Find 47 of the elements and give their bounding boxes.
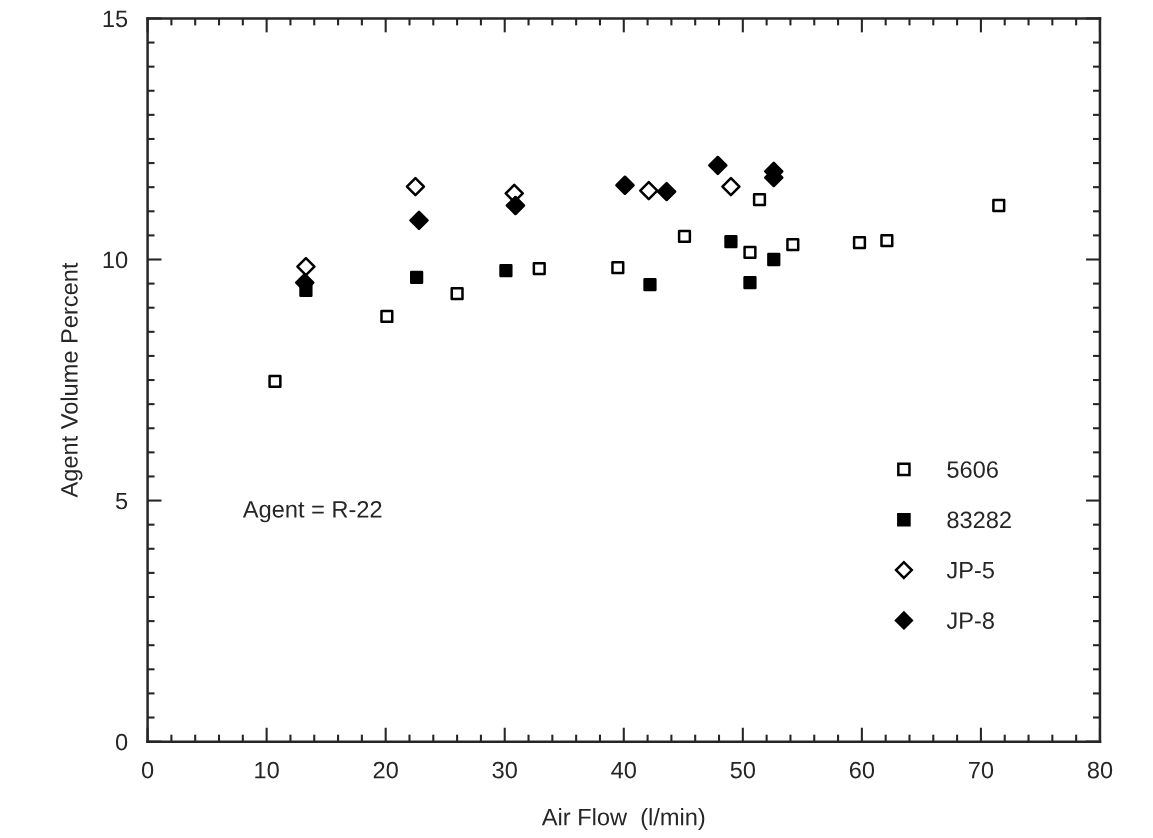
- x-tick-label: 80: [1087, 761, 1113, 779]
- point: [380, 309, 394, 324]
- point: [499, 263, 513, 278]
- x-tick-label: 50: [730, 761, 756, 779]
- point: [743, 276, 757, 290]
- x-tick-label: 40: [611, 761, 636, 779]
- point: [724, 235, 738, 249]
- point: [296, 256, 316, 277]
- point: [268, 374, 282, 389]
- point: [767, 252, 781, 267]
- x-tick-label: 0: [141, 761, 154, 779]
- y-tick-label: 5: [115, 492, 128, 510]
- point: [611, 261, 625, 275]
- x-tick-label: 60: [849, 761, 875, 779]
- x-tick-label: 30: [492, 761, 517, 779]
- point: [852, 236, 867, 250]
- point: [743, 245, 757, 259]
- point: [752, 193, 767, 207]
- legend-label: JP-8: [946, 612, 994, 629]
- legend-label: 83282: [947, 511, 1011, 529]
- y-tick-label: 10: [103, 251, 128, 269]
- point: [786, 237, 800, 252]
- point: [721, 176, 741, 197]
- point: [677, 229, 692, 243]
- point: [450, 287, 464, 301]
- point: [880, 234, 894, 248]
- x-tick-label: 70: [968, 761, 994, 779]
- point: [615, 175, 635, 196]
- point: [992, 198, 1006, 213]
- point: [639, 180, 659, 201]
- point: [656, 181, 677, 202]
- point: [708, 155, 728, 176]
- x-tick-label: 10: [255, 761, 279, 779]
- point: [405, 176, 426, 197]
- point: [532, 262, 546, 276]
- point: [505, 195, 526, 216]
- y-axis-title: Agent Volume Percent: [60, 262, 83, 498]
- annotation: Agent = R-22: [242, 500, 382, 523]
- x-axis-title: Air Flow (l/min): [541, 808, 705, 831]
- point: [643, 277, 657, 292]
- legend-label: JP-5: [946, 562, 994, 579]
- y-tick-label: 0: [115, 733, 128, 751]
- y-tick-label: 15: [103, 10, 128, 28]
- legend-label: 5606: [947, 461, 998, 478]
- x-tick-label: 20: [373, 761, 398, 779]
- point: [409, 210, 429, 231]
- point: [410, 270, 424, 284]
